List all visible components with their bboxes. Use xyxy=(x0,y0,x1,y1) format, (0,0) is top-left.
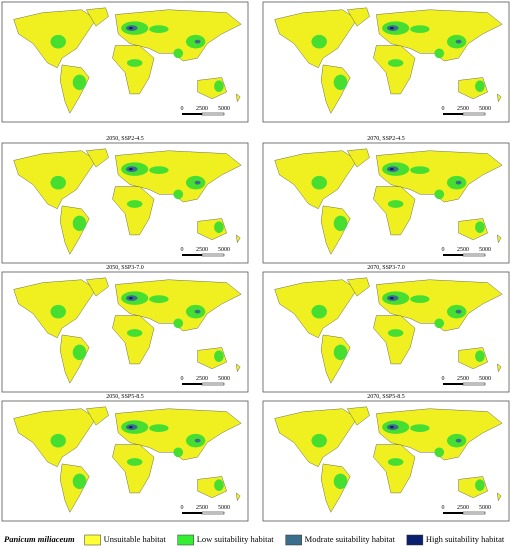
scale-bar xyxy=(443,383,463,385)
scale-label: 5000 xyxy=(218,106,230,112)
map-panel: 0 2500 5000 xyxy=(262,1,510,123)
scale-bar xyxy=(182,113,202,115)
scale-label: 2500 xyxy=(457,106,469,112)
map-panel: 2070, SSP3-7.0 0 2500 5000 xyxy=(262,265,510,393)
scale-label: 0 xyxy=(181,376,184,382)
legend-swatch xyxy=(285,534,302,546)
scale-bar xyxy=(182,512,202,514)
scale-bar xyxy=(443,512,463,514)
scale-bar xyxy=(462,382,486,386)
legend-label: Low suitability habitat xyxy=(197,534,275,544)
map-panel: 2050, SSP5-8.5 0 2500 5000 xyxy=(1,394,249,522)
scale-label: 0 xyxy=(442,376,445,382)
scale-bar xyxy=(201,511,225,515)
scale-bar xyxy=(462,511,486,515)
scale-label: 2500 xyxy=(196,106,208,112)
panel-label: 2050, SSP5-8.5 xyxy=(106,394,144,400)
scale-label: 5000 xyxy=(479,505,491,511)
scale-label: 2500 xyxy=(196,247,208,253)
legend-label: High suitability habitat xyxy=(426,534,505,544)
map-panel: 2050, SSP2-4.5 0 2500 5000 xyxy=(1,136,249,264)
legend-label: Unsuitable habitat xyxy=(104,534,167,544)
scale-bar xyxy=(201,382,225,386)
scale-bar xyxy=(443,113,463,115)
scale-label: 5000 xyxy=(479,106,491,112)
scale-label: 2500 xyxy=(196,505,208,511)
scale-label: 5000 xyxy=(218,505,230,511)
scale-label: 0 xyxy=(442,106,445,112)
panel-label: 2070, SSP5-8.5 xyxy=(367,394,405,400)
scale-label: 0 xyxy=(181,106,184,112)
scale-bar xyxy=(462,253,486,257)
panel-label: 2070, SSP2-4.5 xyxy=(367,136,405,142)
legend-swatch xyxy=(84,534,101,546)
legend-label: Modrate suitability habitat xyxy=(305,534,396,544)
legend-swatch xyxy=(177,534,194,546)
scale-bar xyxy=(182,254,202,256)
scale-label: 0 xyxy=(442,247,445,253)
map-panel: 2050, SSP3-7.0 0 2500 5000 xyxy=(1,265,249,393)
scale-label: 0 xyxy=(181,247,184,253)
scale-label: 2500 xyxy=(457,505,469,511)
scale-label: 2500 xyxy=(457,376,469,382)
scale-label: 2500 xyxy=(196,376,208,382)
panel-label: 2050, SSP3-7.0 xyxy=(106,265,144,271)
scale-bar xyxy=(201,253,225,257)
map-panel: 2070, SSP5-8.5 0 2500 5000 xyxy=(262,394,510,522)
scale-label: 5000 xyxy=(479,376,491,382)
scale-label: 5000 xyxy=(479,247,491,253)
map-panel: 0 2500 5000 xyxy=(1,1,249,123)
scale-label: 5000 xyxy=(218,247,230,253)
legend-swatch xyxy=(406,534,424,546)
scale-label: 2500 xyxy=(457,247,469,253)
scale-label: 5000 xyxy=(218,376,230,382)
panel-label: 2050, SSP2-4.5 xyxy=(106,136,144,142)
scale-bar xyxy=(201,112,225,116)
scale-label: 0 xyxy=(442,505,445,511)
scale-label: 0 xyxy=(181,505,184,511)
scale-bar xyxy=(182,383,202,385)
scale-bar xyxy=(443,254,463,256)
legend-title: Panicum miliaceum xyxy=(4,534,75,544)
panel-label: 2070, SSP3-7.0 xyxy=(367,265,405,271)
scale-bar xyxy=(462,112,486,116)
map-panel: 2070, SSP2-4.5 0 2500 5000 xyxy=(262,136,510,264)
